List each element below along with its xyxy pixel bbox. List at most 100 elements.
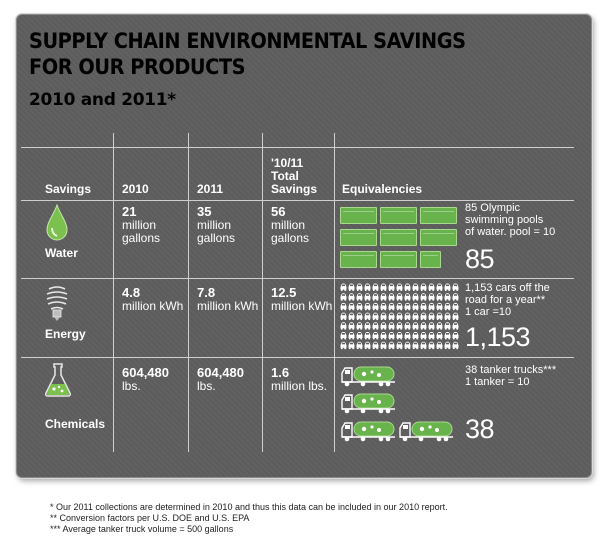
footnote-1: * Our 2011 collections are determined in… [50, 502, 448, 512]
col-divider-3 [262, 133, 263, 452]
water-2010-value: 21 [122, 204, 137, 219]
car-icon [348, 312, 355, 321]
car-icon [420, 322, 427, 330]
col-divider-1 [113, 133, 114, 452]
car-icon [412, 341, 419, 350]
car-icon-grid [340, 283, 459, 350]
car-icon [380, 293, 387, 301]
car-icon [348, 293, 355, 301]
car-icon [356, 341, 363, 350]
water-total-unit: million gallons [271, 218, 310, 245]
car-icon [428, 332, 435, 340]
car-icon [380, 312, 387, 321]
car-icon [372, 283, 379, 291]
row-divider-water [21, 278, 574, 279]
water-2011-unit: million gallons [197, 218, 236, 245]
car-icon [364, 332, 371, 340]
header-2011: 2011 [197, 182, 224, 196]
car-icon [412, 283, 419, 291]
car-icon [388, 293, 395, 301]
car-icon [452, 322, 459, 330]
title-line-2: FOR OUR PRODUCTS [29, 55, 246, 79]
car-icon [404, 341, 411, 350]
car-icon [396, 293, 403, 301]
energy-total: 12.5 million kWh [271, 286, 332, 313]
car-icon [396, 302, 403, 311]
car-icon [348, 332, 355, 340]
car-icon [444, 302, 451, 311]
energy-equivalency-text: 1,153 cars off the road for a year** 1 c… [465, 282, 550, 318]
energy-2010: 4.8 million kWh [122, 286, 183, 313]
car-icon [444, 341, 451, 350]
car-icon [388, 302, 395, 311]
swimming-pool-icon [380, 207, 417, 224]
swimming-pool-icon [420, 251, 441, 268]
chemicals-2010: 604,480 lbs. [122, 366, 169, 393]
car-icon [404, 293, 411, 301]
tanker-truck-icon [399, 421, 453, 442]
car-icon [364, 341, 371, 350]
car-icon [396, 312, 403, 321]
page-title: SUPPLY CHAIN ENVIRONMENTAL SAVINGS FOR O… [29, 28, 526, 80]
car-icon [388, 283, 395, 291]
car-icon [348, 341, 355, 350]
row-label-energy: Energy [45, 327, 86, 341]
car-icon [356, 302, 363, 311]
car-icon [404, 312, 411, 321]
car-icon [436, 332, 443, 340]
car-icon [452, 312, 459, 321]
car-icon [396, 283, 403, 291]
car-icon [428, 293, 435, 301]
tanker-truck-icon [341, 393, 395, 414]
car-icon [396, 322, 403, 330]
water-2011: 35 million gallons [197, 205, 235, 245]
car-icon [428, 312, 435, 321]
car-icon [444, 312, 451, 321]
car-icon [436, 341, 443, 350]
energy-total-value: 12.5 [271, 285, 297, 300]
water-drop-icon [46, 204, 68, 241]
car-icon [380, 322, 387, 330]
car-icon [396, 332, 403, 340]
car-icon [436, 312, 443, 321]
car-icon [340, 302, 347, 311]
car-icon [356, 332, 363, 340]
car-icon [364, 312, 371, 321]
water-total: 56 million gallons [271, 205, 309, 245]
car-icon [356, 293, 363, 301]
footnote-2: ** Conversion factors per U.S. DOE and U… [50, 513, 250, 523]
header-equivalencies: Equivalencies [342, 182, 423, 196]
swimming-pool-icon [380, 229, 417, 246]
car-icon [452, 283, 459, 291]
swimming-pool-icon [420, 207, 457, 224]
row-label-chemicals: Chemicals [45, 417, 106, 431]
header-2010: 2010 [122, 182, 149, 196]
car-icon [412, 332, 419, 340]
chemicals-2011-value: 604,480 [197, 365, 244, 380]
car-icon [340, 293, 347, 301]
car-icon [380, 341, 387, 350]
car-icon [412, 302, 419, 311]
water-equivalency-number: 85 [465, 244, 495, 274]
energy-2010-value: 4.8 [122, 285, 141, 300]
car-icon [380, 302, 387, 311]
car-icon [388, 332, 395, 340]
car-icon [412, 312, 419, 321]
car-icon [428, 302, 435, 311]
footnote-3: *** Average tanker truck volume = 500 ga… [50, 524, 234, 534]
car-icon [364, 302, 371, 311]
car-icon [452, 293, 459, 301]
table-top-border [21, 147, 574, 148]
row-divider-energy [21, 357, 574, 358]
car-icon [340, 341, 347, 350]
car-icon [364, 283, 371, 291]
car-icon [372, 341, 379, 350]
car-icon [348, 283, 355, 291]
car-icon [388, 322, 395, 330]
car-icon [404, 332, 411, 340]
car-icon [404, 283, 411, 291]
car-icon [380, 332, 387, 340]
car-icon [340, 322, 347, 330]
car-icon [428, 283, 435, 291]
car-icon [372, 312, 379, 321]
